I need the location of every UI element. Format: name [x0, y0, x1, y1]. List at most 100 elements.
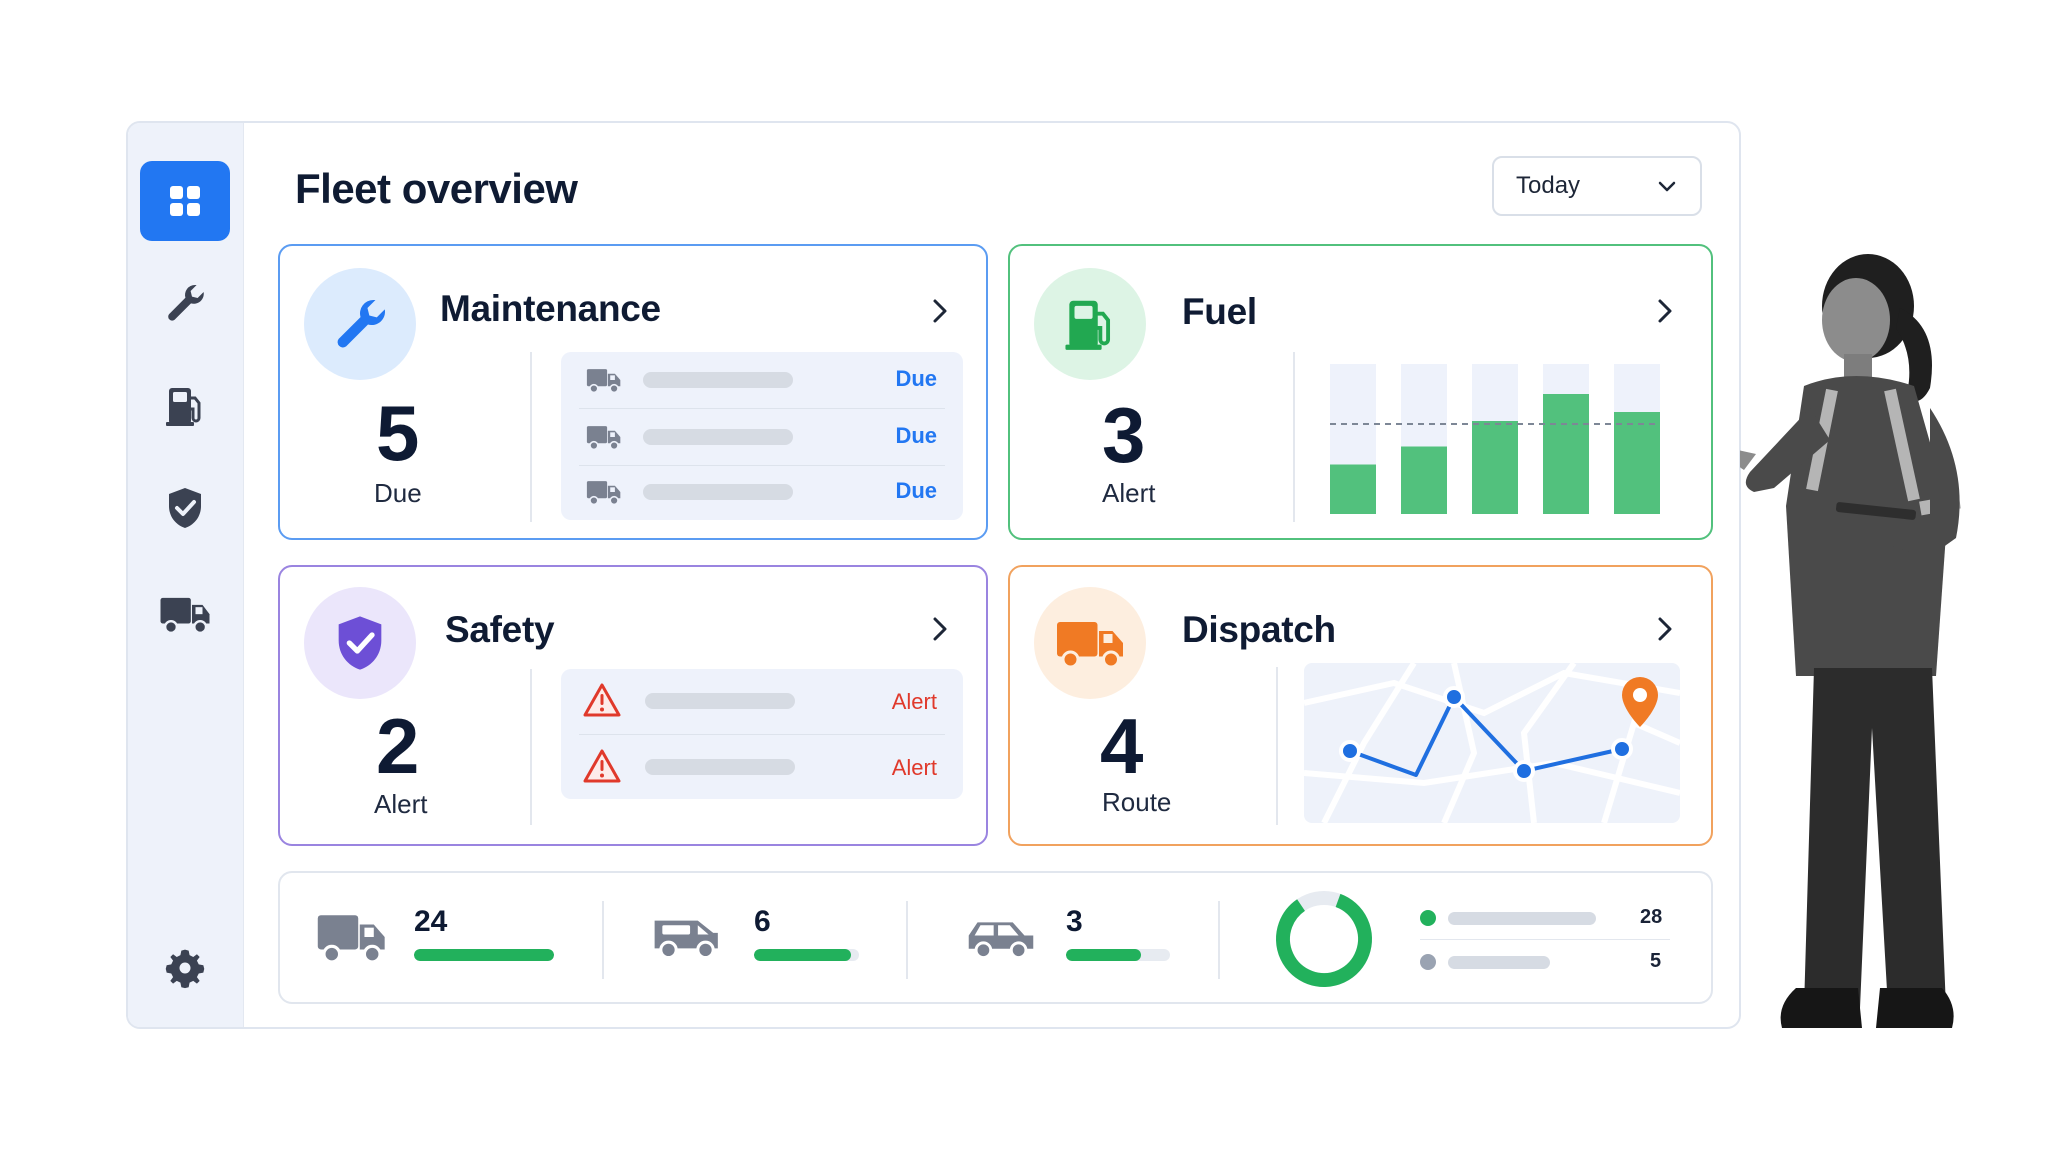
fuel-card[interactable]: Fuel 3 Alert: [1008, 244, 1713, 540]
maintenance-icon-badge: [304, 268, 416, 380]
route-stop[interactable]: [1513, 760, 1535, 782]
chevron-right-icon[interactable]: [925, 296, 955, 326]
list-item[interactable]: Due: [561, 352, 963, 408]
donut-active-segment: [1276, 891, 1372, 987]
divider: [1420, 939, 1670, 940]
vans-progress-fill: [754, 949, 851, 961]
date-filter-dropdown[interactable]: Today: [1492, 156, 1702, 216]
dispatch-count: 4: [1100, 702, 1144, 790]
placeholder-text: [643, 372, 793, 388]
dispatch-card[interactable]: Dispatch 4 Route: [1008, 565, 1713, 846]
route-stop[interactable]: [1339, 740, 1361, 762]
list-item[interactable]: Due: [561, 409, 963, 465]
fuel-bar[interactable]: [1614, 412, 1660, 514]
app-window: Fleet overview Today Maintenance 5 Due: [126, 121, 1741, 1029]
sidebar: [128, 123, 244, 1027]
dispatch-title: Dispatch: [1182, 609, 1336, 650]
sidebar-item-fuel[interactable]: [140, 366, 230, 446]
cars-count: 3: [1066, 905, 1083, 938]
divider: [579, 465, 945, 466]
legend-dot-active: [1420, 910, 1436, 926]
divider: [1218, 901, 1220, 979]
truck-icon: [317, 915, 385, 964]
safety-card[interactable]: Safety 2 Alert Alert Al: [278, 565, 988, 846]
chevron-right-icon[interactable]: [1650, 296, 1680, 326]
shield-check-icon: [169, 488, 201, 528]
trucks-progress-fill: [414, 949, 554, 961]
placeholder-text: [1448, 912, 1596, 925]
gear-icon: [165, 949, 205, 989]
alert-tag: Alert: [891, 755, 937, 780]
maintenance-title: Maintenance: [440, 288, 661, 329]
fuel-title: Fuel: [1182, 291, 1257, 332]
cars-progress: [1066, 949, 1170, 961]
list-item[interactable]: Alert: [561, 735, 963, 799]
maintenance-count: 5: [376, 389, 420, 477]
fuel-pump-icon: [166, 388, 201, 426]
chevron-right-icon[interactable]: [1650, 614, 1680, 644]
page-title: Fleet overview: [295, 165, 578, 212]
sidebar-item-safety[interactable]: [140, 468, 230, 548]
warning-icon: [583, 683, 621, 717]
shield-check-icon: [338, 616, 382, 670]
dispatch-icon-badge: [1034, 587, 1146, 699]
alert-tag: Alert: [891, 689, 937, 714]
safety-icon-badge: [304, 587, 416, 699]
van-icon: [654, 920, 718, 960]
trucks-count: 24: [414, 905, 448, 938]
due-tag: Due: [895, 478, 937, 503]
warning-icon: [583, 749, 621, 783]
placeholder-text: [645, 759, 795, 775]
due-tag: Due: [895, 423, 937, 448]
divider: [906, 901, 908, 979]
vans-progress: [754, 949, 859, 961]
dispatch-unit: Route: [1102, 787, 1172, 817]
divider: [602, 901, 604, 979]
truck-icon: [586, 369, 621, 394]
list-item[interactable]: Due: [561, 466, 963, 520]
divider: [530, 352, 532, 522]
chevron-down-icon: [1658, 181, 1676, 192]
fuel-bar[interactable]: [1472, 421, 1518, 514]
safety-count: 2: [376, 702, 420, 790]
fuel-pump-icon: [1065, 300, 1111, 350]
placeholder-text: [1448, 956, 1550, 969]
safety-title: Safety: [445, 609, 555, 650]
truck-icon: [586, 426, 621, 451]
fuel-bar[interactable]: [1401, 446, 1447, 515]
divider: [530, 669, 532, 825]
sidebar-item-settings[interactable]: [140, 928, 230, 1008]
maintenance-card[interactable]: Maintenance 5 Due Due: [278, 244, 988, 540]
chevron-right-icon[interactable]: [925, 614, 955, 644]
vans-count: 6: [754, 905, 771, 938]
safety-unit: Alert: [374, 789, 428, 819]
divider: [579, 734, 945, 735]
wrench-icon: [168, 284, 204, 321]
due-tag: Due: [895, 366, 937, 391]
fuel-unit: Alert: [1102, 478, 1156, 508]
divider: [1293, 352, 1295, 522]
fuel-bar[interactable]: [1543, 394, 1589, 514]
placeholder-text: [643, 429, 793, 445]
placeholder-text: [643, 484, 793, 500]
safety-list: Alert Alert: [561, 669, 963, 799]
legend-dot-inactive: [1420, 954, 1436, 970]
placeholder-text: [645, 693, 795, 709]
divider: [1276, 667, 1278, 825]
route-stop[interactable]: [1443, 686, 1465, 708]
car-icon: [968, 922, 1034, 959]
fuel-bar[interactable]: [1330, 464, 1376, 515]
truck-icon: [586, 481, 621, 506]
sidebar-item-vehicles[interactable]: [140, 573, 230, 653]
date-filter-value: Today: [1516, 172, 1581, 199]
sidebar-item-maintenance[interactable]: [140, 263, 230, 343]
map-pin-icon[interactable]: [1622, 677, 1658, 727]
list-item[interactable]: Alert: [561, 669, 963, 733]
wrench-icon: [337, 299, 386, 348]
cars-progress-fill: [1066, 949, 1141, 961]
route-stop[interactable]: [1611, 738, 1633, 760]
sidebar-item-dashboard[interactable]: [140, 161, 230, 241]
route-map[interactable]: [1304, 663, 1680, 823]
fuel-icon-badge: [1034, 268, 1146, 380]
grid-icon: [170, 186, 200, 216]
